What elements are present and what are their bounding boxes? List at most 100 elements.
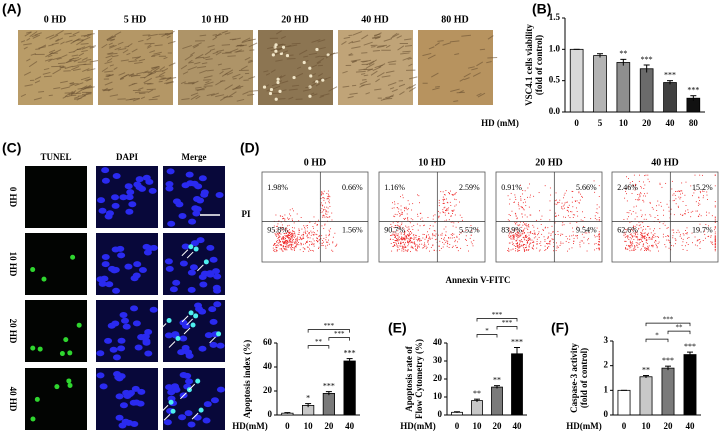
event-dot <box>629 250 631 252</box>
event-dot <box>645 240 647 241</box>
event-dot <box>291 243 293 245</box>
event-dot <box>323 197 325 199</box>
event-dot <box>294 233 296 234</box>
nucleus <box>184 410 193 417</box>
event-dot <box>442 191 444 193</box>
cell <box>240 65 248 71</box>
event-dot <box>412 247 414 249</box>
event-dot <box>661 186 663 188</box>
event-dot <box>272 249 274 251</box>
event-dot <box>634 231 636 233</box>
row-label: 20 HD <box>8 319 18 344</box>
event-dot <box>704 230 705 232</box>
event-dot <box>519 249 521 251</box>
event-dot <box>522 237 524 238</box>
event-dot <box>635 187 637 189</box>
event-dot <box>325 234 327 236</box>
nucleus <box>192 210 201 217</box>
event-dot <box>288 218 290 220</box>
y-axis-label: VSC4.1 cells viability <box>524 24 534 106</box>
event-dot <box>627 237 629 239</box>
cell <box>271 53 275 57</box>
event-dot <box>300 242 302 244</box>
column-header: Merge <box>182 152 207 162</box>
event-dot <box>292 231 294 232</box>
event-dot <box>532 241 533 243</box>
event-dot <box>666 227 668 229</box>
event-dot <box>526 241 528 243</box>
event-dot <box>400 205 402 207</box>
event-dot <box>276 241 278 243</box>
event-dot <box>445 210 447 212</box>
event-dot <box>651 245 653 247</box>
event-dot <box>650 238 652 240</box>
event-dot <box>640 249 642 251</box>
event-dot <box>524 232 525 234</box>
event-dot <box>405 206 407 208</box>
event-dot <box>289 232 291 234</box>
y-axis-label: PI <box>242 209 251 219</box>
event-dot <box>416 240 418 242</box>
event-dot <box>598 206 600 208</box>
x-tick-label: 40 <box>345 421 355 431</box>
x-tick-label: 0 <box>455 421 460 431</box>
event-dot <box>527 196 528 198</box>
cell <box>487 35 494 40</box>
event-dot <box>555 199 557 201</box>
event-dot <box>660 205 662 207</box>
event-dot <box>418 245 420 247</box>
nucleus <box>119 402 128 409</box>
event-dot <box>646 243 648 244</box>
event-dot <box>402 194 404 196</box>
event-dot <box>694 236 696 238</box>
event-dot <box>646 250 647 251</box>
event-dot <box>714 206 716 208</box>
event-dot <box>405 236 407 238</box>
event-dot <box>533 237 535 239</box>
event-dot <box>451 234 453 236</box>
event-dot <box>681 215 683 216</box>
event-dot <box>331 212 333 214</box>
event-dot <box>399 213 401 215</box>
nucleus <box>111 194 120 201</box>
significance: * <box>306 393 310 402</box>
bar <box>491 386 503 416</box>
event-dot <box>429 238 431 240</box>
arrow <box>183 327 191 335</box>
cell <box>180 81 186 85</box>
event-dot <box>673 245 674 247</box>
event-dot <box>409 222 411 224</box>
event-dot <box>398 239 400 241</box>
event-dot <box>312 238 314 240</box>
event-dot <box>519 243 520 245</box>
event-dot <box>413 242 415 244</box>
cell <box>74 97 82 100</box>
event-dot <box>658 241 660 243</box>
event-dot <box>508 220 510 222</box>
cell <box>75 88 84 94</box>
event-dot <box>508 227 510 229</box>
cell <box>73 57 82 63</box>
event-dot <box>277 233 279 235</box>
event-dot <box>275 244 277 246</box>
event-dot <box>456 236 458 238</box>
event-dot <box>699 174 701 176</box>
event-dot <box>510 238 512 240</box>
event-dot <box>450 205 452 206</box>
cell <box>292 84 300 87</box>
event-dot <box>288 246 290 248</box>
event-dot <box>527 241 528 243</box>
event-dot <box>633 247 635 249</box>
event-dot <box>669 217 671 219</box>
event-dot <box>402 238 404 240</box>
event-dot <box>328 201 330 203</box>
event-dot <box>276 225 278 227</box>
event-dot <box>394 201 395 203</box>
cell <box>217 63 222 66</box>
event-dot <box>284 242 286 244</box>
event-dot <box>628 178 629 180</box>
event-dot <box>552 231 554 233</box>
event-dot <box>642 244 644 246</box>
event-dot <box>641 230 643 232</box>
positive-cell <box>216 331 222 337</box>
